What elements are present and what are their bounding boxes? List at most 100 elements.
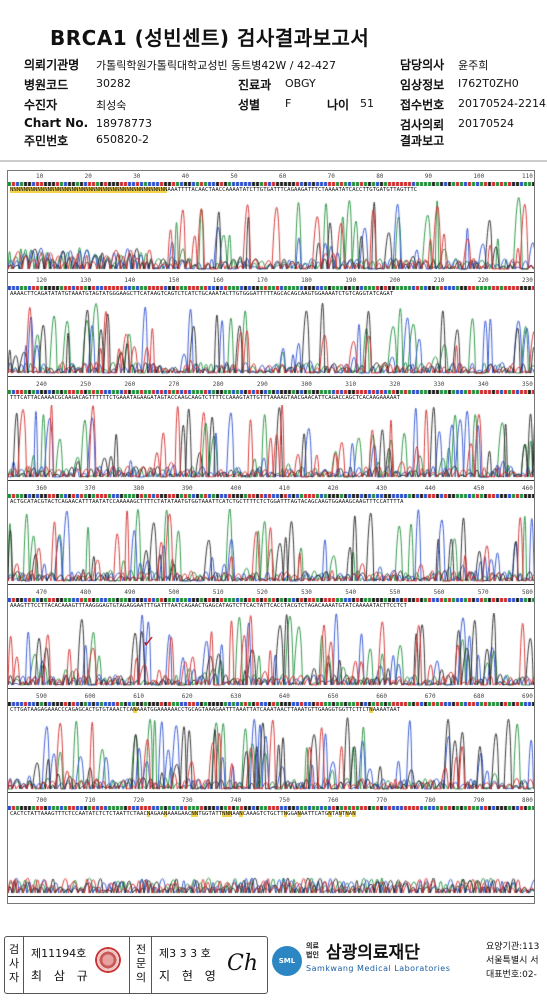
ruler-tick-label: 640	[279, 693, 290, 700]
ruler-tick-label: 800	[522, 797, 533, 804]
id-label: 주민번호	[24, 134, 69, 148]
position-ruler: 240 250 260 270 280 290 300 310 320 330 340 350	[8, 381, 534, 391]
ruler-tick-label: 500	[168, 589, 180, 596]
ruler-tick-label: 10	[36, 173, 44, 180]
result-label: 결과보고	[400, 134, 445, 148]
ruler-tick-label: 460	[522, 485, 533, 492]
ruler-tick-label: 790	[473, 797, 485, 804]
ruler-tick-label: 430	[376, 485, 388, 492]
chromatogram-panel: 700 710 720 730 740 750 760 770 780 790 800 CACTCTA…	[8, 795, 534, 899]
org-name: 삼광의료재단	[326, 943, 420, 963]
ruler-tick-label: 480	[80, 589, 92, 596]
ruler-tick-label: 610	[133, 693, 145, 700]
dept-value: OBGY	[285, 77, 316, 90]
doctor-label: 담당의사	[400, 58, 445, 72]
sml-logo-icon: SML	[272, 946, 302, 976]
ruler-tick-label: 520	[256, 589, 268, 596]
request-label: 검사의뢰	[400, 118, 445, 132]
sex-label: 성별	[238, 98, 261, 112]
ruler-tick-label: 670	[424, 693, 436, 700]
chart-label: Chart No.	[24, 116, 89, 130]
examiner-name: 최 삼 규	[31, 969, 92, 983]
ruler-tick-label: 730	[181, 797, 193, 804]
ruler-tick-label: 650	[327, 693, 339, 700]
ruler-tick-label: 700	[36, 797, 47, 804]
ruler-tick-label: 540	[345, 589, 357, 596]
quality-bar	[8, 390, 534, 394]
ruler-tick-label: 410	[279, 485, 290, 492]
ruler-tick-label: 600	[84, 693, 96, 700]
ruler-tick-label: 420	[327, 485, 339, 492]
chromatogram-panel: 590 600 610 620 630 640 650 660 670 680 690 CTTGATA…	[8, 691, 534, 795]
ruler-tick-label: 350	[522, 381, 533, 388]
position-ruler: 10 20 30 40 50 60 70 80 90 100 110	[8, 173, 534, 183]
ruler-tick-label: 750	[279, 797, 290, 804]
sex-value: F	[285, 97, 292, 110]
position-ruler: 360 370 380 390 400 410 420 430 440 450 460	[8, 485, 534, 495]
quality-bar	[8, 702, 534, 706]
ruler-tick-label: 340	[477, 381, 489, 388]
chromatogram-panel: 240 250 260 270 280 290 300 310 320 330 340 350 TTTC…	[8, 379, 534, 483]
position-ruler: 120 130 140 150 160 170 180 190 200 210 220 230	[8, 277, 534, 287]
org-info-1: 요양기관:113	[486, 942, 540, 952]
ruler-tick-label: 50	[230, 173, 238, 180]
reviewer-signature: Ch	[227, 951, 259, 976]
ruler-tick-label: 620	[181, 693, 193, 700]
ruler-tick-label: 530	[301, 589, 312, 596]
hospital-code-label: 병원코드	[24, 78, 69, 92]
patient-label: 수진자	[24, 98, 58, 112]
ruler-tick-label: 720	[133, 797, 145, 804]
panel-baseline	[8, 376, 534, 377]
position-ruler: 470 480 490 500 510 520 530 540 550 560 570 580	[8, 589, 534, 599]
ruler-tick-label: 70	[327, 173, 335, 180]
clinical-label: 임상정보	[400, 78, 445, 92]
ruler-tick-label: 230	[522, 277, 533, 284]
ruler-tick-label: 270	[168, 381, 180, 388]
ruler-tick-label: 780	[424, 797, 436, 804]
ruler-tick-label: 660	[376, 693, 388, 700]
ruler-tick-label: 560	[433, 589, 445, 596]
org-info: 요양기관:113 서울특별시 서 대표번호:02-	[486, 940, 539, 982]
trace-canvas	[8, 821, 534, 897]
ruler-tick-label: 240	[36, 381, 47, 388]
ruler-tick-label: 150	[168, 277, 180, 284]
hospital-code-value: 30282	[96, 77, 131, 90]
institution-label: 의뢰기관명	[24, 58, 80, 72]
ruler-tick-label: 510	[212, 589, 224, 596]
ruler-tick-label: 220	[477, 277, 489, 284]
ruler-tick-label: 330	[433, 381, 445, 388]
trace-canvas	[8, 509, 534, 585]
ruler-tick-label: 490	[124, 589, 136, 596]
ruler-tick-label: 360	[36, 485, 47, 492]
base-sequence: AAAACTTCAGATATATGTAAATGTAGTATGGGAAGCTTCA…	[10, 291, 394, 297]
quality-bar	[8, 598, 534, 602]
panel-baseline	[8, 272, 534, 273]
ruler-tick-label: 60	[279, 173, 287, 180]
panel-baseline	[8, 584, 534, 585]
base-sequence: TTTCATTACAAAACGCAAGACAGTTTTTTCTGAAATAGAA…	[10, 395, 401, 401]
ruler-tick-label: 380	[133, 485, 145, 492]
trace-canvas	[8, 613, 534, 689]
ruler-tick-label: 100	[473, 173, 485, 180]
ruler-tick-label: 310	[345, 381, 357, 388]
chromatogram-panel: 470 480 490 500 510 520 530 540 550 560 570 580 AAAG…	[8, 587, 534, 691]
base-sequence: ACTGCATACGTACTCAGAACATTTAATATCCAAAAAGCTT…	[10, 499, 404, 505]
org-small-2: 법인	[306, 951, 319, 959]
ruler-tick-label: 740	[230, 797, 242, 804]
ruler-tick-label: 760	[327, 797, 339, 804]
clinical-value: I762T0ZH0	[458, 77, 519, 90]
panel-baseline	[8, 480, 534, 481]
trace-canvas	[8, 717, 534, 793]
quality-bar	[8, 286, 534, 290]
divider	[23, 937, 24, 993]
ruler-tick-label: 200	[389, 277, 401, 284]
ruler-tick-label: 260	[124, 381, 136, 388]
age-label: 나이	[327, 98, 350, 112]
panel-baseline	[8, 792, 534, 793]
reviewer-name: 지 현 영	[159, 969, 220, 983]
ruler-tick-label: 80	[376, 173, 384, 180]
quality-bar	[8, 182, 534, 186]
